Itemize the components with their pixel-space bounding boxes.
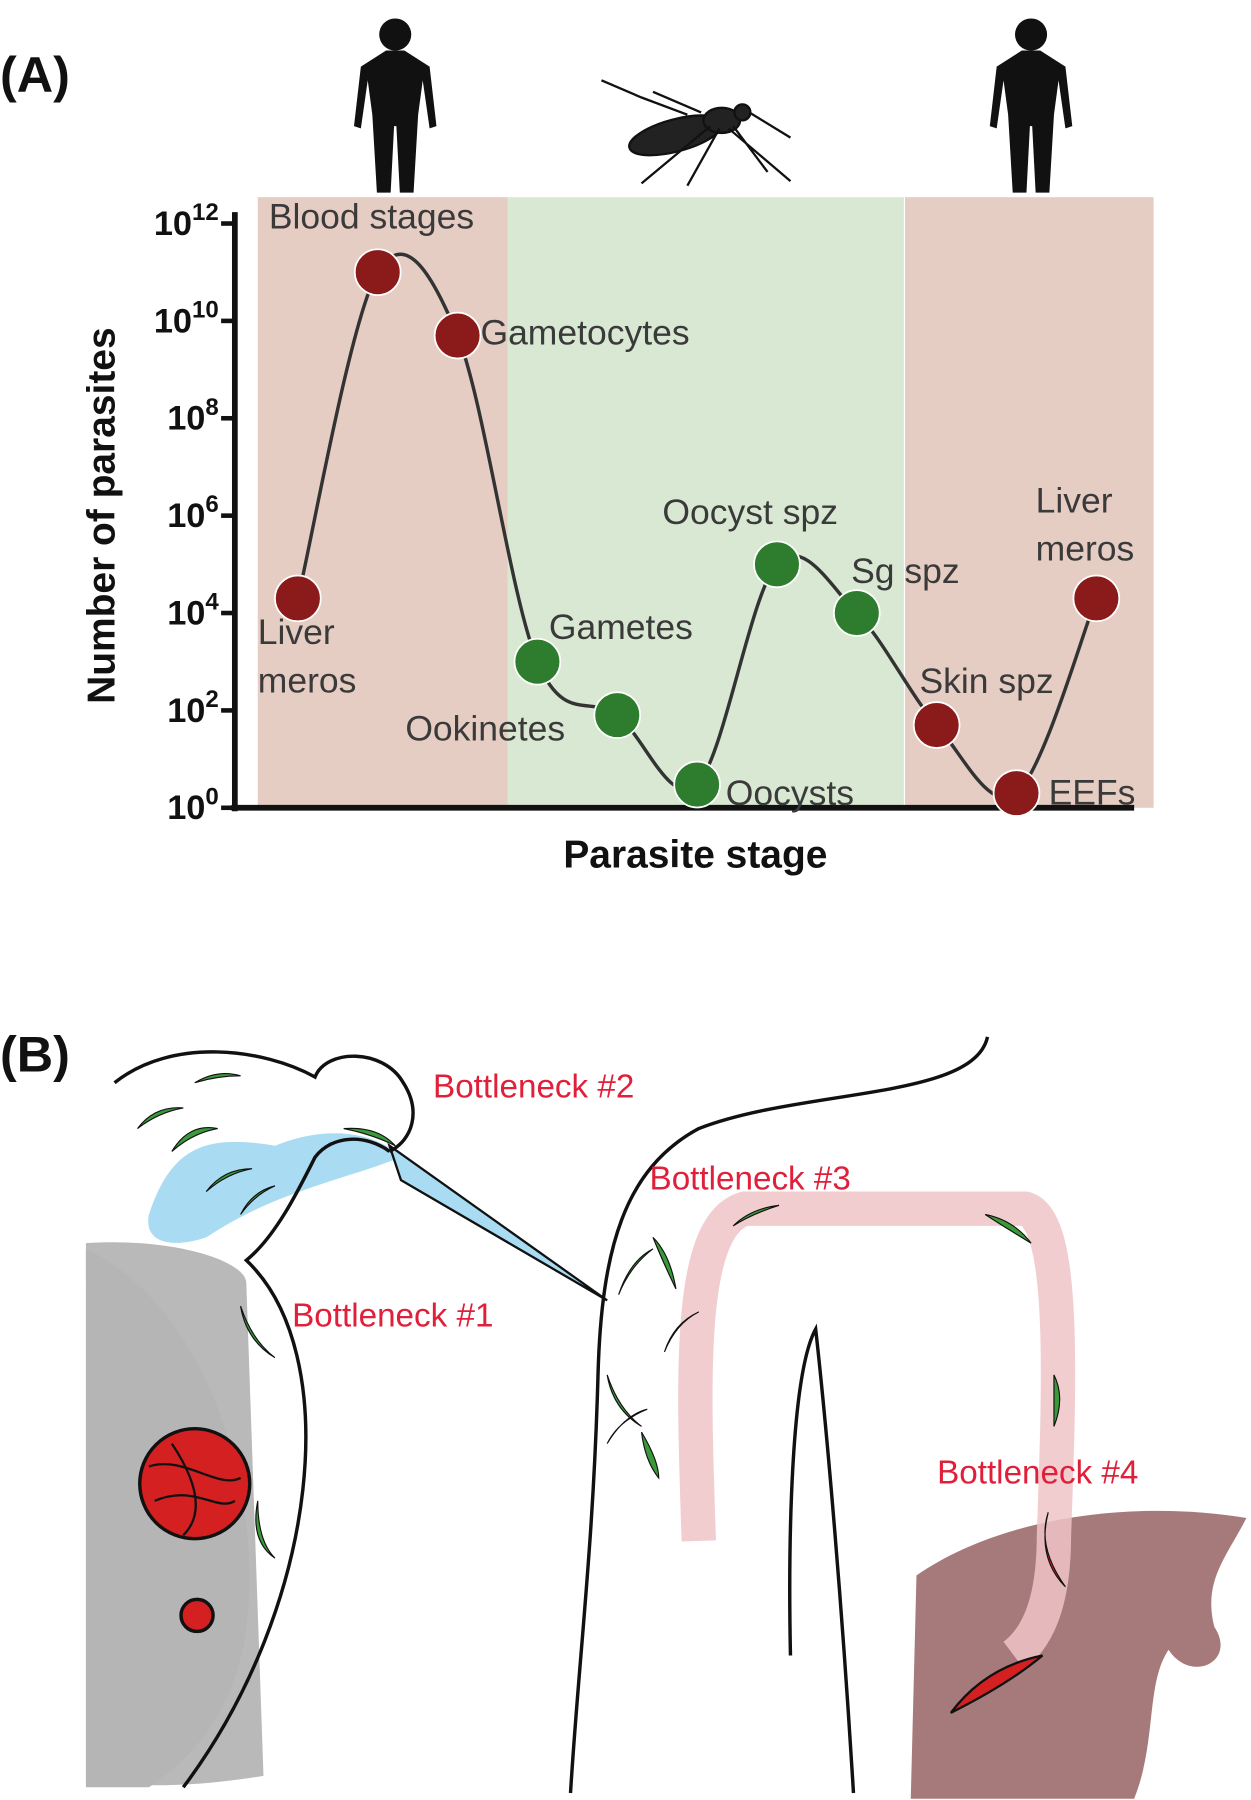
- salivary-gland: [148, 1133, 401, 1243]
- y-tick-label: 108: [167, 394, 219, 438]
- oocyst-detail: [148, 1442, 242, 1537]
- stage-label: Skin spz: [919, 661, 1053, 701]
- panel-label: (A): [0, 46, 70, 103]
- skin-outline: [788, 1323, 856, 1794]
- vector-region: [507, 197, 904, 808]
- oocyst: [179, 1597, 215, 1634]
- host-region: [257, 197, 508, 808]
- point: [513, 637, 562, 686]
- skin-outline: [568, 1036, 990, 1794]
- stage-label: Ookinetes: [405, 708, 565, 748]
- stage-label: Sg spz: [851, 551, 960, 591]
- bottleneck-label: Bottleneck #3: [650, 1160, 851, 1197]
- stage-label: Liver meros: [1036, 480, 1135, 568]
- point: [833, 589, 881, 637]
- proboscis: [387, 1142, 608, 1302]
- point: [992, 769, 1041, 817]
- point: [593, 691, 642, 739]
- curve: [296, 252, 1098, 800]
- mosquito-outline: [113, 1050, 415, 1789]
- x-axis-title: Parasite stage: [563, 833, 827, 876]
- point: [274, 574, 322, 623]
- point: [353, 248, 402, 296]
- point: [433, 311, 482, 360]
- y-tick-label: 104: [167, 589, 219, 633]
- sporozoites: [137, 1073, 1061, 1559]
- y-tick-label: 100: [167, 783, 219, 827]
- stage-label: Liver meros: [258, 612, 357, 700]
- bottleneck-label: Bottleneck #2: [433, 1069, 634, 1106]
- y-tick-label: 106: [167, 491, 219, 535]
- y-tick-label: 1012: [154, 199, 219, 243]
- y-tick-label: 102: [167, 686, 219, 730]
- liver-stage: [949, 1654, 1044, 1714]
- stage-label: Oocysts: [726, 773, 854, 813]
- bottleneck-label: Bottleneck #4: [937, 1455, 1138, 1492]
- liver: [910, 1510, 1247, 1799]
- point: [753, 540, 801, 589]
- point: [673, 760, 721, 809]
- stage-label: Gametes: [549, 607, 693, 647]
- point: [1072, 574, 1121, 623]
- diagram: Bottleneck #1 Bottleneck #2 Bottleneck #…: [85, 1036, 1247, 1799]
- stage-label: EEFs: [1049, 773, 1136, 813]
- stage-label: Oocyst spz: [662, 492, 838, 532]
- mosquito-icon: [600, 79, 792, 187]
- stage-label: Blood stages: [269, 197, 474, 237]
- bottleneck-label: Bottleneck #1: [292, 1298, 493, 1335]
- human-icon: [353, 18, 1073, 193]
- stage-label: Gametocytes: [480, 313, 689, 353]
- oocyst: [138, 1426, 252, 1541]
- blood-vessel: [678, 1191, 1076, 1670]
- y-axis-title: Number of parasites: [81, 327, 124, 704]
- liver-stage: [1044, 1512, 1066, 1588]
- y-tick-label: 1010: [154, 296, 219, 340]
- point: [912, 701, 961, 749]
- panel-label: (B): [0, 1025, 70, 1082]
